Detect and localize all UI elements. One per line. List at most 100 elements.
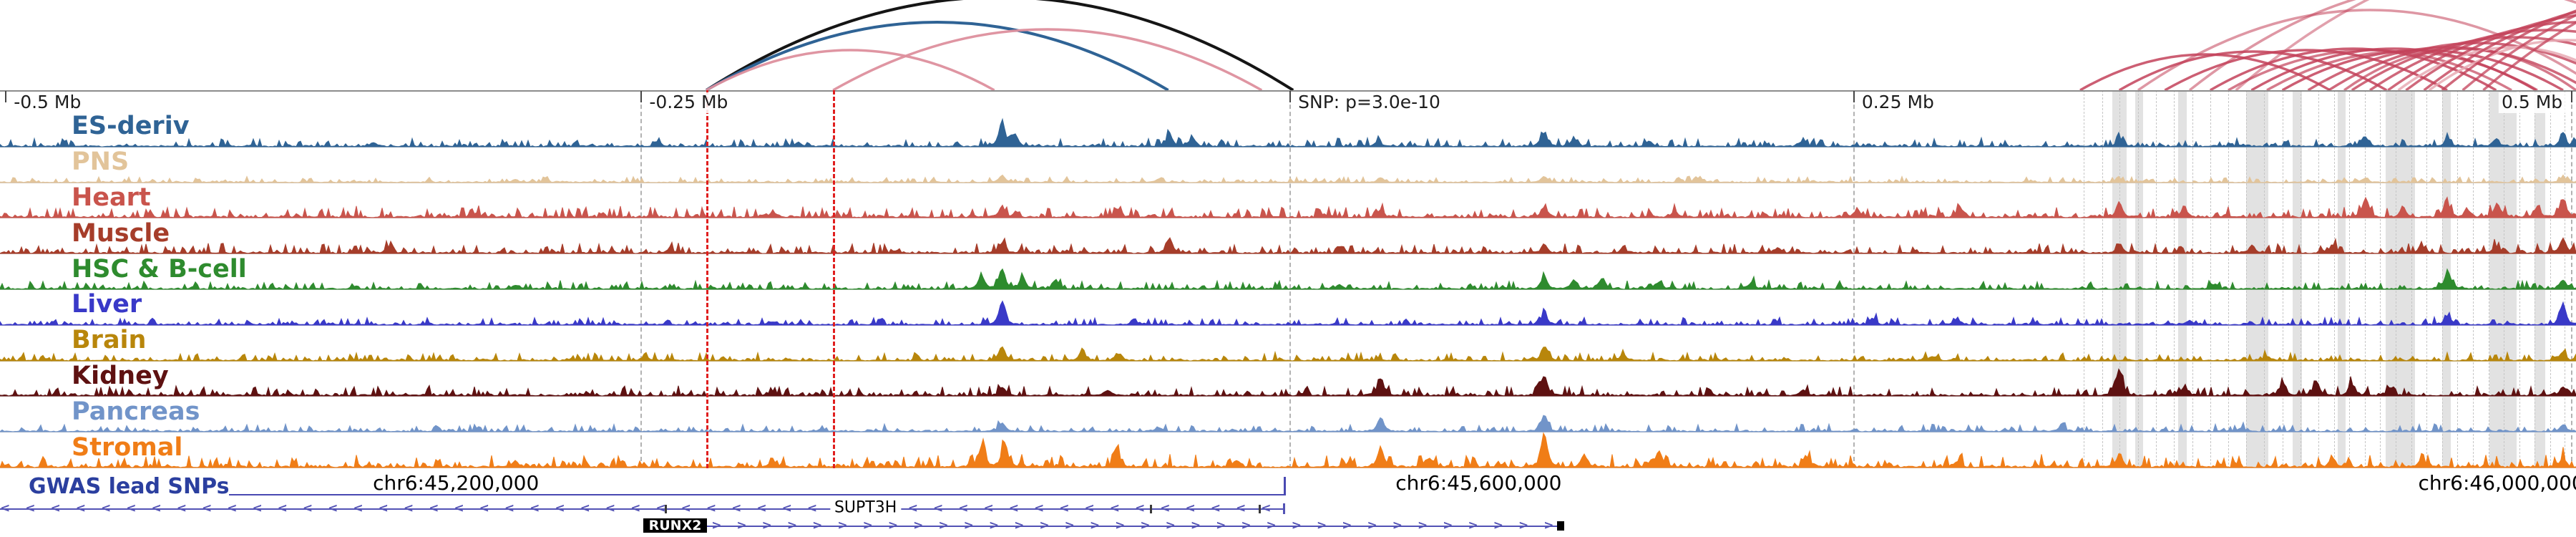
interaction-arc: [2328, 42, 2576, 90]
interaction-arc: [2164, 49, 2448, 90]
genomic-coordinate-label: chr6:45,600,000: [1395, 471, 1562, 495]
interaction-arc: [2482, 21, 2576, 90]
ld-highlight-band: [2177, 90, 2187, 468]
track-row-heart[interactable]: Heart: [0, 183, 2576, 219]
track-row-brain[interactable]: Brain: [0, 326, 2576, 362]
interaction-arc: [2441, 9, 2576, 90]
interaction-arcs-layer: [706, 0, 2576, 90]
ruler-tick-label: SNP: p=3.0e-10: [1295, 92, 1443, 113]
gene-end-tick: [1282, 503, 1285, 514]
gwas-track-label[interactable]: GWAS lead SNPs: [29, 474, 230, 499]
ruler-gridline: [640, 90, 643, 468]
signal-tracks-panel: ES-deriv PNS Heart Muscle HSC & B-cell Liver B…: [0, 112, 2576, 469]
ld-snp-line: [2349, 90, 2351, 468]
gene-label-supt3h[interactable]: SUPT3H: [829, 499, 902, 517]
gene-label-runx2[interactable]: RUNX2: [643, 518, 708, 533]
interaction-arc: [2387, 21, 2576, 90]
track-row-pns[interactable]: PNS: [0, 147, 2576, 183]
ruler-tick: [1853, 91, 1855, 102]
track-label-liver[interactable]: Liver: [72, 290, 142, 319]
ruler-gridline: [2571, 90, 2573, 468]
gene-strand-arrows: >>>>>>>>>>>>>>>>>>>>>>>>>>>>>>>>>>>>>>: [711, 518, 1556, 533]
gene-end-box: [1557, 521, 1565, 531]
track-row-muscle[interactable]: Muscle: [0, 218, 2576, 255]
ld-snp-line: [2473, 90, 2474, 468]
ld-snp-line: [2534, 90, 2536, 468]
ld-snp-line: [2156, 90, 2157, 468]
track-row-hsc-b-cell[interactable]: HSC & B-cell: [0, 254, 2576, 291]
track-row-es-deriv[interactable]: ES-deriv: [0, 112, 2576, 148]
ld-snp-line: [2364, 90, 2366, 468]
signal-path: [0, 368, 2576, 398]
track-signal: [0, 346, 2576, 362]
interaction-arc: [832, 28, 1263, 90]
track-signal: [0, 268, 2576, 291]
ld-snp-line: [2380, 90, 2381, 468]
region-boundary-line: [833, 90, 836, 468]
interaction-arc: [2188, 0, 2576, 90]
interaction-arc: [2462, 14, 2576, 90]
ruler-tick-label: 0.5 Mb: [2499, 92, 2566, 113]
exon-tick: [1150, 505, 1153, 513]
signal-path: [0, 300, 2576, 326]
ld-snp-line: [2333, 90, 2335, 468]
track-signal: [0, 368, 2576, 398]
ruler-tick-label: -0.5 Mb: [11, 92, 84, 113]
gwas-lead-snp-marker[interactable]: [1283, 477, 1286, 495]
track-signal: [0, 237, 2576, 255]
ld-snp-line: [2102, 90, 2103, 468]
ld-snp-line: [2318, 90, 2319, 468]
interaction-arc: [706, 21, 1169, 90]
ruler-tick-label: 0.25 Mb: [1858, 92, 1937, 113]
ruler-gridline: [1289, 90, 1292, 468]
interaction-arc: [706, 0, 1294, 90]
interaction-arc: [2428, 39, 2576, 90]
interaction-arc: [2118, 50, 2388, 90]
ld-snp-line: [2519, 90, 2520, 468]
track-row-liver[interactable]: Liver: [0, 290, 2576, 326]
genomic-coordinate-label: chr6:46,000,000: [2418, 471, 2576, 495]
track-label-es-deriv[interactable]: ES-deriv: [72, 112, 190, 141]
track-row-stromal[interactable]: Stromal: [0, 432, 2576, 469]
track-label-pns[interactable]: PNS: [72, 147, 130, 177]
signal-path: [0, 237, 2576, 255]
track-label-heart[interactable]: Heart: [72, 183, 151, 212]
gene-body-runx2[interactable]: [707, 526, 1561, 527]
ld-snp-line: [2441, 90, 2443, 468]
ruler-tick-label: -0.25 Mb: [646, 92, 731, 113]
ruler-tick: [2571, 91, 2573, 102]
gene-strand-arrows: <<<<<<<<<<<<<<<<<<<<<<<<<<<<<<<<<<<<<<<<…: [0, 501, 1284, 516]
signal-path: [0, 415, 2576, 433]
track-signal: [0, 173, 2576, 183]
gene-body-supt3h[interactable]: [0, 508, 1284, 510]
ruler-tick: [1289, 91, 1292, 102]
interaction-arc: [2405, 14, 2576, 90]
track-label-kidney[interactable]: Kidney: [72, 361, 169, 390]
interaction-arc: [2423, 10, 2576, 90]
ruler-tick: [5, 91, 7, 102]
ld-snp-line: [2550, 90, 2551, 468]
ld-highlight-band: [2385, 90, 2415, 468]
track-row-kidney[interactable]: Kidney: [0, 361, 2576, 398]
track-label-stromal[interactable]: Stromal: [72, 432, 183, 462]
interaction-arc: [2137, 9, 2576, 90]
genomic-coordinate-label: chr6:45,200,000: [373, 471, 540, 495]
track-signal: [0, 300, 2576, 326]
signal-path: [0, 196, 2576, 219]
signal-path: [0, 173, 2576, 183]
interaction-arc: [2235, 0, 2370, 90]
track-signal: [0, 432, 2576, 469]
track-label-brain[interactable]: Brain: [72, 326, 147, 355]
signal-path: [0, 432, 2576, 469]
signal-path: [0, 346, 2576, 362]
ld-highlight-band: [2534, 90, 2545, 468]
ld-snp-line: [2174, 90, 2175, 468]
track-label-muscle[interactable]: Muscle: [72, 218, 170, 248]
track-label-hsc-b-cell[interactable]: HSC & B-cell: [72, 254, 247, 284]
ruler-gridline: [1853, 90, 1855, 468]
gwas-leader-line: [229, 494, 1284, 495]
track-row-pancreas[interactable]: Pancreas: [0, 397, 2576, 433]
track-label-pancreas[interactable]: Pancreas: [72, 397, 200, 426]
